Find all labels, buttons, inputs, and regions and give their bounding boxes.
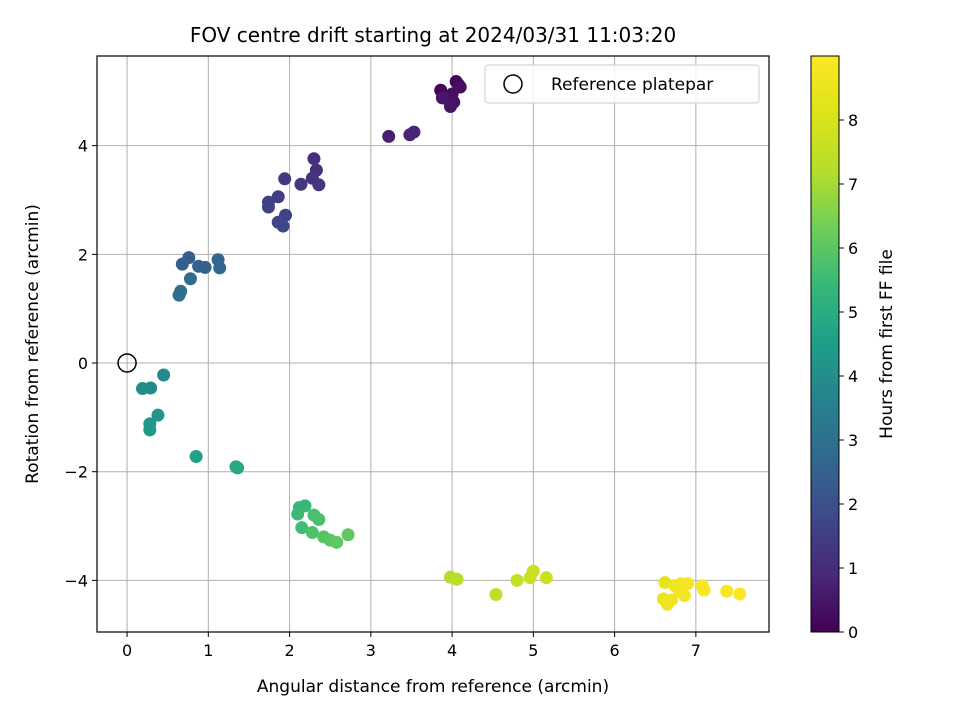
data-point bbox=[697, 583, 711, 597]
data-point bbox=[307, 152, 321, 166]
data-point bbox=[136, 382, 150, 396]
legend: Reference platepar bbox=[484, 64, 760, 104]
x-axis-label: Angular distance from reference (arcmin) bbox=[257, 677, 609, 697]
x-tick-label: 0 bbox=[122, 641, 132, 660]
x-tick-label: 2 bbox=[284, 641, 294, 660]
data-point bbox=[450, 572, 464, 586]
data-point bbox=[198, 260, 212, 274]
data-point bbox=[189, 449, 203, 463]
y-tick-label: 2 bbox=[78, 245, 88, 264]
data-point bbox=[664, 593, 678, 607]
data-point bbox=[681, 577, 695, 591]
data-point bbox=[539, 571, 553, 585]
legend-marker-icon bbox=[503, 74, 523, 94]
data-point bbox=[175, 257, 189, 271]
colorbar-tick-label: 3 bbox=[848, 431, 858, 450]
colorbar-gradient bbox=[810, 55, 840, 633]
data-point bbox=[720, 584, 734, 598]
colorbar-tick-label: 2 bbox=[848, 495, 858, 514]
colorbar-tick-label: 4 bbox=[848, 367, 858, 386]
data-point bbox=[658, 576, 672, 590]
colorbar-tick-label: 5 bbox=[848, 303, 858, 322]
colorbar-ticks: 0 1 2 3 4 5 6 7 8 bbox=[839, 111, 858, 642]
data-point bbox=[526, 564, 540, 578]
data-point bbox=[435, 91, 449, 105]
data-point bbox=[271, 190, 285, 204]
data-point bbox=[172, 288, 186, 302]
data-point bbox=[453, 80, 467, 94]
data-point bbox=[489, 588, 503, 602]
data-point bbox=[157, 368, 171, 382]
data-point bbox=[312, 513, 326, 527]
legend-box bbox=[484, 64, 760, 104]
y-axis-ticks: −4 −2 0 2 4 bbox=[64, 137, 97, 590]
x-tick-label: 7 bbox=[691, 641, 701, 660]
reference-platepar-marker bbox=[117, 353, 137, 373]
plot-frame bbox=[96, 55, 770, 633]
chart-title: FOV centre drift starting at 2024/03/31 … bbox=[190, 23, 676, 47]
y-tick-label: 4 bbox=[78, 137, 88, 156]
colorbar-tick-label: 0 bbox=[848, 623, 858, 642]
data-point bbox=[231, 461, 245, 475]
colorbar-tick-label: 7 bbox=[848, 175, 858, 194]
data-point bbox=[261, 200, 275, 214]
colorbar-label: Hours from first FF file bbox=[877, 249, 897, 439]
data-point bbox=[291, 507, 305, 521]
x-tick-label: 4 bbox=[447, 641, 457, 660]
y-tick-label: −4 bbox=[64, 571, 88, 590]
y-tick-label: −2 bbox=[64, 463, 88, 482]
grid bbox=[97, 56, 769, 632]
data-point bbox=[407, 125, 421, 139]
data-point bbox=[341, 528, 355, 542]
data-point bbox=[278, 172, 292, 186]
colorbar-tick-label: 6 bbox=[848, 239, 858, 258]
x-tick-label: 3 bbox=[366, 641, 376, 660]
colorbar: 0 1 2 3 4 5 6 7 8 Hours from first FF file bbox=[810, 55, 897, 642]
data-point bbox=[213, 261, 227, 275]
data-point bbox=[276, 219, 290, 233]
x-tick-label: 5 bbox=[528, 641, 538, 660]
data-point bbox=[510, 573, 524, 587]
colorbar-tick-label: 1 bbox=[848, 559, 858, 578]
data-point bbox=[143, 423, 157, 437]
data-point bbox=[305, 526, 319, 540]
data-point bbox=[294, 177, 308, 191]
colorbar-tick-label: 8 bbox=[848, 111, 858, 130]
x-tick-label: 1 bbox=[203, 641, 213, 660]
x-axis-ticks: 0 1 2 3 4 5 6 7 bbox=[122, 632, 701, 660]
x-tick-label: 6 bbox=[610, 641, 620, 660]
data-point bbox=[443, 100, 457, 114]
y-axis-label: Rotation from reference (arcmin) bbox=[23, 204, 43, 484]
data-point bbox=[677, 589, 691, 603]
data-point bbox=[183, 272, 197, 286]
y-tick-label: 0 bbox=[78, 354, 88, 373]
data-point bbox=[330, 535, 344, 549]
data-point bbox=[295, 521, 309, 535]
data-point bbox=[151, 408, 165, 422]
data-point bbox=[382, 129, 396, 143]
legend-entry-reference-platepar: Reference platepar bbox=[551, 75, 713, 95]
data-points bbox=[136, 75, 747, 611]
data-point bbox=[733, 587, 747, 601]
data-point bbox=[312, 178, 326, 192]
